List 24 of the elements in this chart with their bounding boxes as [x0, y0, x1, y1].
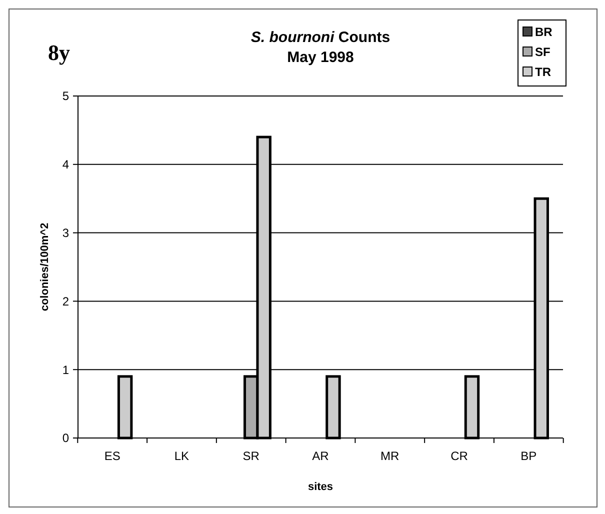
x-tick-label: CR: [450, 449, 468, 463]
x-tick-label: MR: [380, 449, 400, 463]
bar: [117, 375, 133, 440]
y-tick-label: 4: [62, 158, 70, 172]
chart-subtitle: May 1998: [287, 49, 354, 66]
y-tick-label: 5: [62, 89, 70, 104]
y-tick-label: 1: [62, 362, 70, 377]
text: 8y: [48, 40, 70, 65]
bar: [464, 375, 480, 440]
x-tick-label: ES: [104, 449, 120, 463]
legend-label: TR: [535, 65, 552, 79]
y-tick-label: 0: [62, 431, 70, 446]
chart-title: S. bournoni Counts: [250, 29, 390, 46]
y-axis-title: colonies/100m^2: [39, 222, 51, 312]
x-tick-label: LK: [174, 449, 190, 463]
x-tick-label: SR: [242, 449, 260, 463]
x-tick-label: BP: [520, 449, 537, 463]
y-tick-label: 2: [62, 294, 70, 308]
legend-label: BR: [535, 25, 553, 39]
x-axis-title: sites: [308, 481, 334, 493]
y-tick-label: 3: [62, 226, 70, 240]
legend-label: SF: [535, 45, 550, 59]
bar: [326, 375, 341, 440]
x-tick-label: AR: [312, 449, 330, 463]
